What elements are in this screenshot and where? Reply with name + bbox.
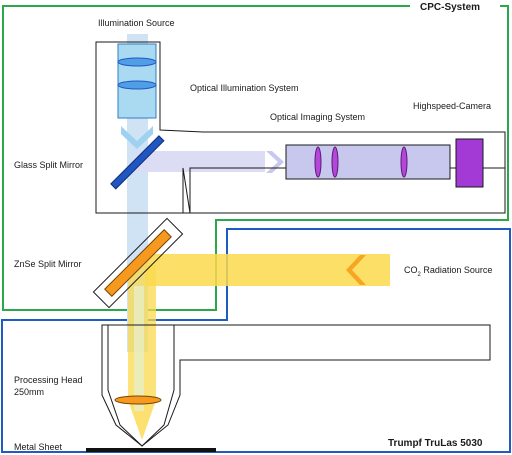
- glass-split-mirror: [110, 135, 165, 190]
- illumination-beam-overlay: [134, 286, 144, 411]
- illumination-beam-arrow: [121, 126, 153, 149]
- co2-prefix: CO: [404, 265, 418, 275]
- label-highspeed-camera: Highspeed-Camera: [413, 101, 491, 111]
- co2-suffix: Radiation Source: [421, 265, 493, 275]
- label-optical-imaging-system: Optical Imaging System: [270, 112, 365, 122]
- focusing-lens: [114, 395, 162, 405]
- illumination-lens-2: [117, 80, 157, 90]
- imaging-beam: [135, 151, 265, 172]
- illumination-lens-1: [117, 57, 157, 67]
- label-znse-split-mirror: ZnSe Split Mirror: [14, 259, 82, 269]
- label-processing-head: Processing Head: [14, 375, 83, 385]
- label-optical-illumination-system: Optical Illumination System: [190, 83, 299, 93]
- highspeed-camera: [455, 138, 484, 188]
- imaging-lens-3: [400, 146, 408, 178]
- znse-mirror-housing: [92, 217, 184, 309]
- processing-head-inner: [107, 325, 175, 447]
- co2-laser-beam-horizontal: [145, 254, 390, 286]
- label-processing-head-length: 250mm: [14, 387, 44, 397]
- label-glass-split-mirror: Glass Split Mirror: [14, 160, 83, 170]
- imaging-lens-1: [314, 146, 322, 178]
- imaging-beam-arrow: [266, 151, 284, 173]
- imaging-lens-2: [331, 146, 339, 178]
- trumpf-system-border: [1, 228, 511, 453]
- co2-subscript: 2: [418, 272, 422, 278]
- co2-beam-arrow: [346, 255, 366, 285]
- znse-split-mirror: [104, 229, 172, 297]
- trumpf-system-title: Trumpf TruLas 5030: [388, 438, 483, 449]
- processing-head-housing: [101, 324, 491, 447]
- label-metal-sheet: Metal Sheet: [14, 442, 63, 452]
- label-co2-radiation-source: CO2 Radiation Source: [404, 265, 492, 278]
- label-illumination-source: Illumination Source: [98, 18, 175, 28]
- optical-illumination-housing: [95, 41, 506, 214]
- imaging-tube: [285, 144, 451, 180]
- housing-outline-left: [95, 42, 505, 214]
- cpc-system-title: CPC-System: [420, 2, 480, 13]
- metal-sheet: [86, 448, 216, 452]
